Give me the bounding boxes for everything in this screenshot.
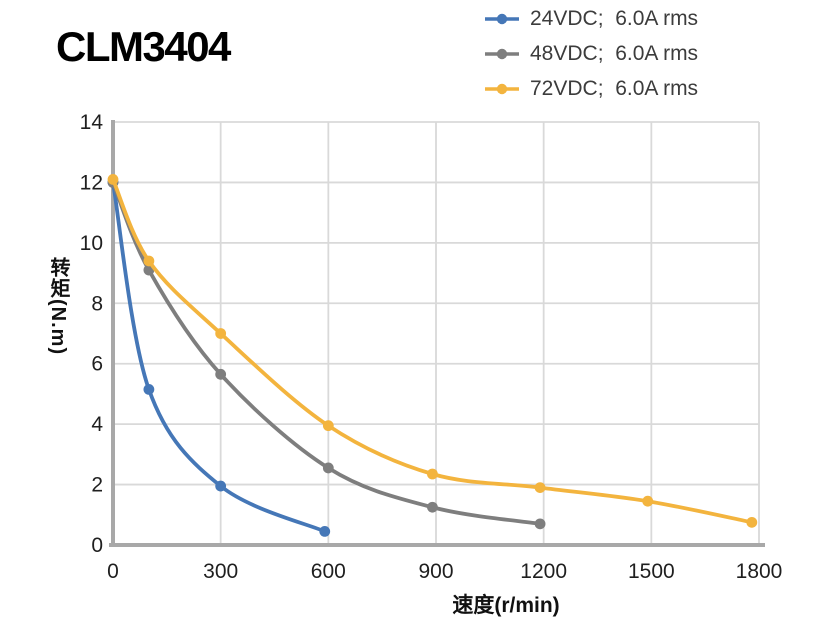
legend-label: 48VDC; 6.0A rms [530,42,699,65]
y-axis-label: 转矩(N.m) [47,257,69,356]
y-tick-label: 6 [91,353,103,376]
x-axis-label: 速度(r/min) [452,594,560,617]
data-point-marker [215,328,227,339]
data-point-marker [107,174,119,185]
legend-item-48vdc: 48VDC; 6.0A rms [484,36,698,71]
data-point-marker [427,468,438,480]
legend-label: 72VDC; 6.0A rms [530,77,699,100]
x-tick-label: 1800 [736,560,783,583]
x-tick-label: 1200 [520,560,567,583]
series-line [111,180,327,534]
data-point-marker [642,495,654,507]
data-point-marker [322,420,334,432]
legend-line-dot-icon [485,48,519,59]
axes [109,120,765,547]
data-point-marker [534,482,546,493]
page-title: CLM3404 [56,23,231,70]
series-48vdc [107,177,546,530]
y-tick-label: 2 [91,474,103,497]
tick-labels: 0 300 600 900 1200 1500 1800 0 2 4 6 8 10 12 14 [80,111,783,583]
series-line [111,177,754,525]
legend-line-dot-icon [485,13,519,24]
x-tick-label: 600 [311,560,346,583]
legend-line-dot-icon [485,83,519,94]
legend-item-24vdc: 24VDC; 6.0A rms [484,1,698,36]
data-point-marker [534,518,546,530]
data-point-marker [746,516,758,528]
data-point-marker [319,526,331,537]
legend: 24VDC; 6.0A rms 48VDC; 6.0A rms 72VDC; 6.0… [484,1,698,106]
x-tick-label: 300 [203,560,238,583]
data-point-marker [215,368,227,380]
y-tick-label: 8 [91,292,103,315]
legend-label: 24VDC; 6.0A rms [530,7,699,30]
data-point-marker [322,462,334,474]
series-72vdc [107,174,758,528]
x-tick-label: 900 [418,560,453,583]
y-tick-label: 10 [80,232,103,255]
legend-item-72vdc: 72VDC; 6.0A rms [484,71,698,106]
y-tick-label: 14 [80,111,104,134]
x-tick-label: 1500 [628,560,675,583]
y-tick-label: 4 [91,413,103,436]
y-tick-label: 0 [91,534,103,557]
gridlines [112,121,760,546]
series-24vdc [107,177,331,537]
x-tick-label: 0 [107,560,119,583]
y-tick-label: 12 [80,171,103,194]
data-point-marker [215,480,227,492]
data-point-marker [143,255,155,267]
data-point-marker [427,501,438,513]
data-point-marker [143,383,155,395]
